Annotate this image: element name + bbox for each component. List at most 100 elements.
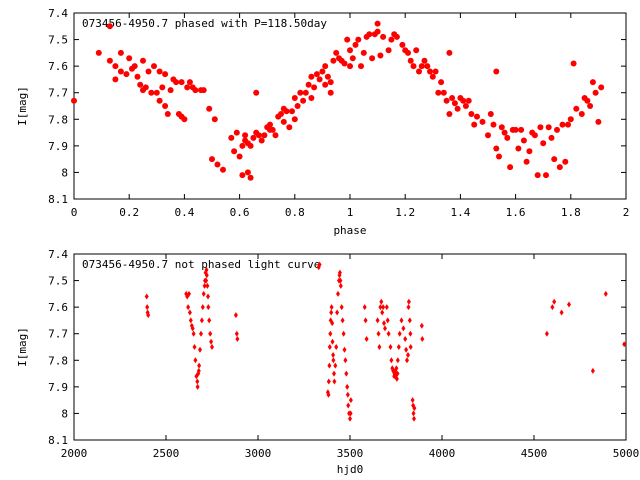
data-point [603,290,608,297]
y-axis-label: I[mag] [16,86,29,126]
data-point [206,304,211,311]
data-point [347,63,353,70]
data-point [410,63,417,70]
data-point [267,121,273,128]
data-point [280,118,287,125]
data-point [126,55,133,62]
data-point [205,282,210,289]
data-point [537,124,544,131]
data-point [399,317,404,324]
data-point [338,282,343,289]
y-tick-label: 7.8 [48,354,68,367]
data-point [408,330,413,337]
data-point [322,63,329,70]
data-point [438,79,445,86]
data-point [305,81,312,88]
data-point [336,290,340,297]
data-point [239,172,246,179]
data-point [134,73,141,80]
data-point [550,304,555,311]
data-point [235,336,240,342]
data-point [187,309,192,316]
data-point [589,79,596,86]
data-point [209,156,215,163]
data-point [236,153,243,160]
data-point [490,121,497,128]
data-point [234,330,239,337]
x-tick-labels: 2000 2500 3000 3500 4000 4500 5000 [61,254,639,460]
chart-frame [73,12,627,200]
data-point [413,47,420,54]
data-point [289,108,295,115]
data-point [334,344,339,350]
data-point [316,76,323,83]
phased-light-curve-chart: 073456-4950.7 phased with P=118.50day ph… [16,7,629,237]
data-point [242,132,249,139]
data-point [540,140,547,147]
y-tick-labels: 7.4 7.5 7.6 7.7 7.8 7.9 8 8.1 [48,7,626,206]
data-point [192,344,197,350]
data-point [487,111,494,117]
data-point [328,330,333,337]
data-point [261,132,268,139]
data-point [388,36,395,43]
data-point [411,410,416,417]
data-point [507,164,514,171]
data-point [204,277,209,284]
data-point [388,344,393,350]
data-point [195,383,200,390]
data-point [187,290,191,297]
data-point [330,57,337,64]
data-point [208,330,213,337]
data-point [395,370,400,377]
data-point [206,293,210,300]
data-point [186,304,191,311]
data-point [385,47,392,54]
data-point [419,322,424,329]
data-point [573,105,580,112]
x-tick-label: 3500 [337,447,364,460]
data-point [440,89,447,96]
data-point [343,357,348,364]
data-point [308,73,315,80]
y-tick-labels: 7.4 7.5 7.6 7.7 7.8 7.9 8 8.1 [48,248,626,447]
data-point [408,344,413,350]
data-point [358,63,364,70]
data-point [383,325,387,332]
y-tick-label: 7.5 [48,275,68,288]
data-point [395,357,400,364]
data-point [340,317,345,324]
data-point [146,312,151,319]
data-point [545,124,552,131]
data-point [200,87,207,94]
data-point [153,89,160,96]
data-point [460,97,467,104]
data-point [504,134,511,141]
data-point [407,57,414,64]
x-tick-label: 1 [347,206,354,219]
data-point [366,31,373,38]
data-point [335,309,340,316]
x-tick-label: 2000 [61,447,88,460]
data-point [570,60,577,67]
data-point [345,391,350,398]
data-point [622,341,627,348]
data-point [231,148,238,155]
data-point [394,375,399,382]
data-point [211,116,218,123]
data-point [162,71,169,78]
data-point [544,330,549,337]
data-point [382,320,386,327]
data-point [327,79,334,86]
data-point [352,41,359,48]
data-point [355,36,362,43]
data-point [380,309,385,316]
data-point [327,89,334,96]
data-point [523,158,530,165]
data-point [590,367,595,374]
data-point [348,397,353,404]
x-tick-label: 0.2 [119,206,139,219]
data-point [331,352,336,358]
data-point [552,298,557,305]
x-axis-label: hjd0 [337,463,364,476]
